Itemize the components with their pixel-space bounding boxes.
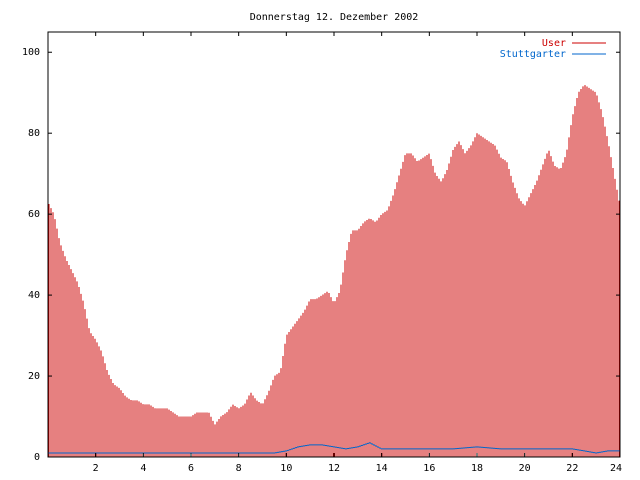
y-tick-label: 60 [28,209,40,220]
x-tick-label: 6 [188,463,194,474]
stuttgarter-series-line [48,442,620,454]
chart-title: Donnerstag 12. Dezember 2002 [250,12,419,23]
x-tick-label: 14 [376,463,388,474]
legend-label-stuttgarter: Stuttgarter [500,49,566,60]
y-tick-label: 100 [22,47,40,58]
x-tick-label: 20 [519,463,531,474]
legend: User Stuttgarter [500,38,606,60]
x-tick-label: 18 [471,463,483,474]
x-tick-label: 8 [236,463,242,474]
x-tick-label: 16 [423,463,435,474]
stuttgarter-line [48,442,620,454]
y-tick-label: 0 [34,452,40,463]
legend-label-user: User [542,38,566,49]
plot-frame [47,31,621,458]
user-series-bars [48,85,620,457]
x-tick-label: 24 [610,463,622,474]
x-tick-label: 22 [566,463,578,474]
x-tick-label: 2 [93,463,99,474]
x-axis: 2 4 6 8 10 12 14 16 18 20 22 24 [93,32,622,474]
y-axis: 0 20 40 60 80 100 [22,47,620,463]
x-tick-label: 4 [140,463,146,474]
x-tick-label: 10 [280,463,292,474]
y-tick-label: 20 [28,371,40,382]
x-tick-label: 12 [328,463,340,474]
y-tick-label: 80 [28,128,40,139]
y-tick-label: 40 [28,290,40,301]
